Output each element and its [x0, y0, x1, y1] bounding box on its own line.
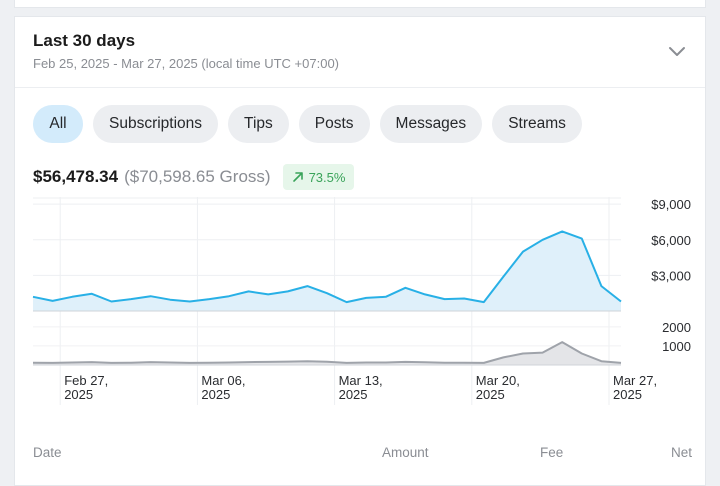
filter-chip-posts[interactable]: Posts: [298, 105, 370, 143]
totals-row: $56,478.34 ($70,598.65 Gross) 73.5%: [33, 163, 355, 191]
y-tick-label: 2000: [662, 320, 691, 335]
earnings-area: [33, 231, 621, 311]
filter-chip-streams[interactable]: Streams: [492, 105, 582, 143]
column-amount[interactable]: Amount: [382, 445, 429, 460]
change-badge: 73.5%: [282, 164, 355, 190]
filter-chip-subscriptions[interactable]: Subscriptions: [93, 105, 219, 143]
net-total: $56,478.34: [33, 167, 119, 186]
x-tick-label: Mar 06, 2025: [201, 373, 245, 402]
period-header[interactable]: Last 30 days Feb 25, 2025 - Mar 27, 2025…: [15, 17, 705, 88]
gross-total: ($70,598.65 Gross): [124, 167, 271, 186]
earnings-card: Last 30 days Feb 25, 2025 - Mar 27, 2025…: [14, 16, 706, 486]
arrow-up-right-icon: [292, 172, 303, 182]
filter-chip-messages[interactable]: Messages: [379, 105, 483, 143]
column-date[interactable]: Date: [33, 445, 62, 460]
x-tick-label: Mar 20, 2025: [476, 373, 520, 402]
previous-card-edge: [14, 0, 706, 8]
y-tick-label: 1000: [662, 339, 691, 354]
x-tick-label: Mar 13, 2025: [339, 373, 383, 402]
period-title: Last 30 days: [33, 31, 136, 50]
change-percent: 73.5%: [308, 169, 346, 185]
chevron-down-icon[interactable]: [667, 41, 687, 61]
y-tick-label: $6,000: [651, 233, 691, 248]
date-range: Feb 25, 2025 - Mar 27, 2025 (local time …: [33, 56, 340, 71]
x-tick-label: Mar 27, 2025: [613, 373, 657, 402]
x-tick-label: Feb 27, 2025: [64, 373, 108, 402]
filter-chip-tips[interactable]: Tips: [228, 105, 289, 143]
earnings-line: [32, 230, 622, 304]
secondary-line: [32, 341, 622, 364]
filter-chip-all[interactable]: All: [33, 105, 83, 143]
earnings-chart: $9,000 $6,000 $3,000 2000 1000 Feb 27, 2025 Mar…: [32, 197, 691, 405]
table-header: Date Amount Fee Net: [15, 445, 705, 465]
column-net[interactable]: Net: [671, 445, 693, 460]
y-tick-label: $3,000: [651, 268, 691, 283]
category-filters: All Subscriptions Tips Posts Messages St…: [33, 105, 582, 145]
y-tick-label: $9,000: [651, 197, 691, 212]
column-fee[interactable]: Fee: [540, 445, 564, 460]
